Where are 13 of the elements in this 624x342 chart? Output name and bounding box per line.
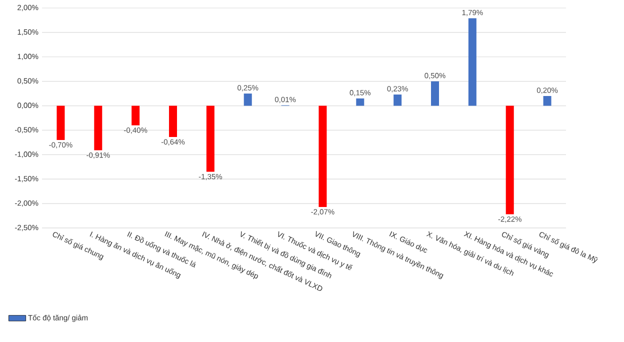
bar — [543, 96, 552, 106]
bar — [356, 98, 364, 106]
bar — [206, 106, 214, 172]
bar — [318, 106, 327, 207]
bar — [244, 94, 252, 106]
bar — [56, 106, 65, 140]
bar — [394, 94, 402, 106]
bar — [506, 106, 514, 214]
bar — [132, 106, 140, 126]
bar — [468, 18, 476, 106]
bar — [169, 106, 178, 138]
bar — [431, 81, 439, 106]
bar — [94, 106, 102, 150]
